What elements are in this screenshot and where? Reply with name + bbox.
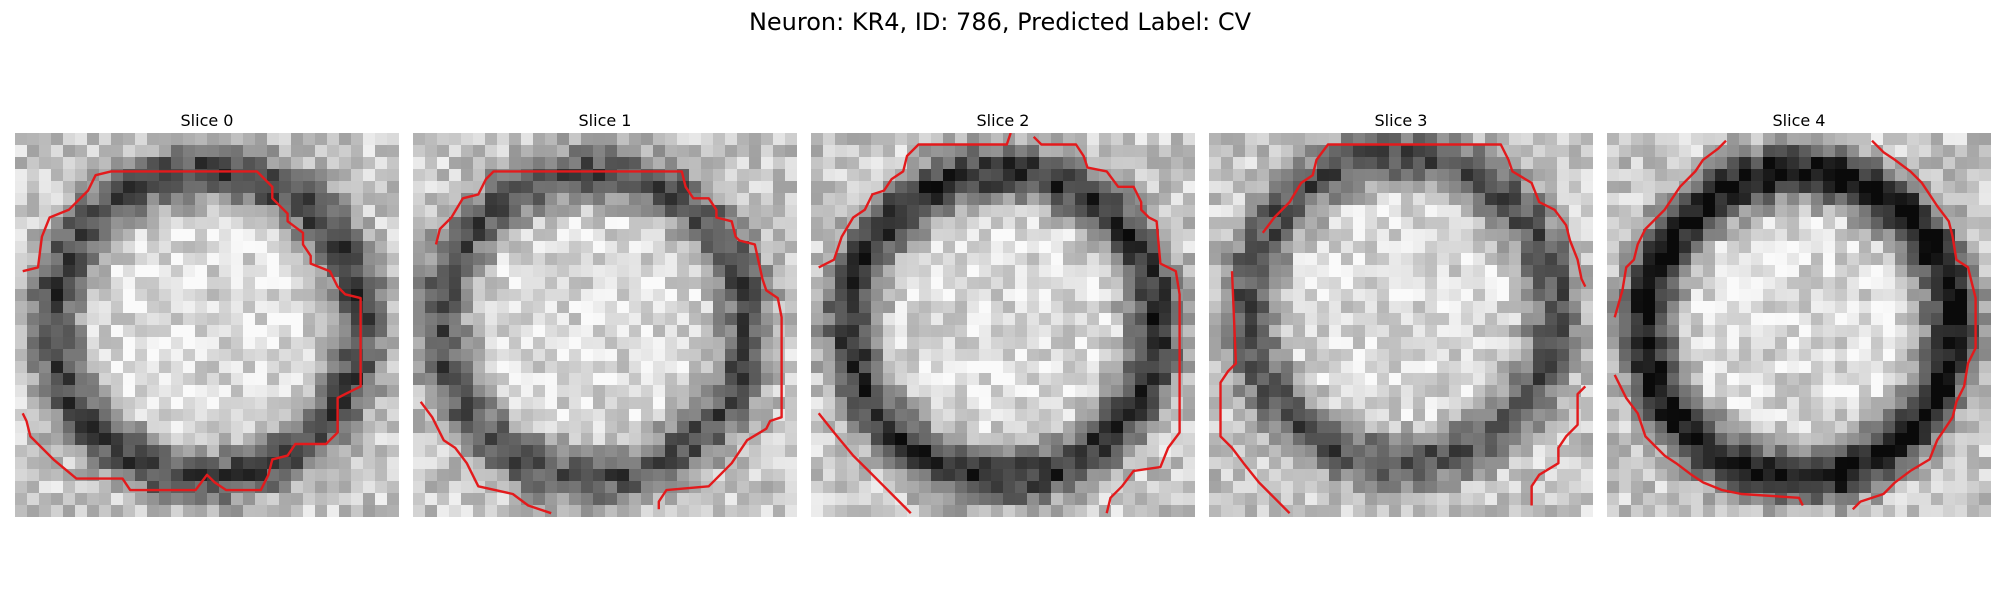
slice-panel-1: Slice 1 [413, 110, 797, 517]
slice-panel-4: Slice 4 [1607, 110, 1991, 517]
slice-title-0: Slice 0 [180, 111, 234, 130]
slice-panel-0: Slice 0 [15, 110, 399, 517]
contour-line [1851, 139, 1977, 511]
figure-title: Neuron: KR4, ID: 786, Predicted Label: C… [748, 8, 1252, 36]
contour-line [818, 133, 1012, 269]
slice-title-2: Slice 2 [976, 111, 1030, 130]
contour-line [1613, 374, 1804, 507]
contour-line [1530, 385, 1587, 506]
slice-title-1: Slice 1 [578, 111, 632, 130]
contour-line [434, 170, 783, 510]
slice-image-3 [1209, 133, 1593, 517]
contour-line [1032, 135, 1181, 514]
slice-panel-3: Slice 3 [1209, 110, 1593, 517]
contour-line [1261, 143, 1587, 288]
contour-line [21, 170, 362, 492]
slice-panel-2: Slice 2 [811, 110, 1195, 517]
slice-image-1 [413, 133, 797, 517]
slice-image-4 [1607, 133, 1991, 517]
contour-line [419, 401, 552, 515]
contour-line [817, 412, 912, 515]
slice-image-2 [811, 133, 1195, 517]
contour-line [1219, 271, 1291, 515]
slice-title-4: Slice 4 [1772, 111, 1826, 130]
contour-line [1613, 139, 1727, 318]
slice-image-0 [15, 133, 399, 517]
slice-title-3: Slice 3 [1374, 111, 1428, 130]
